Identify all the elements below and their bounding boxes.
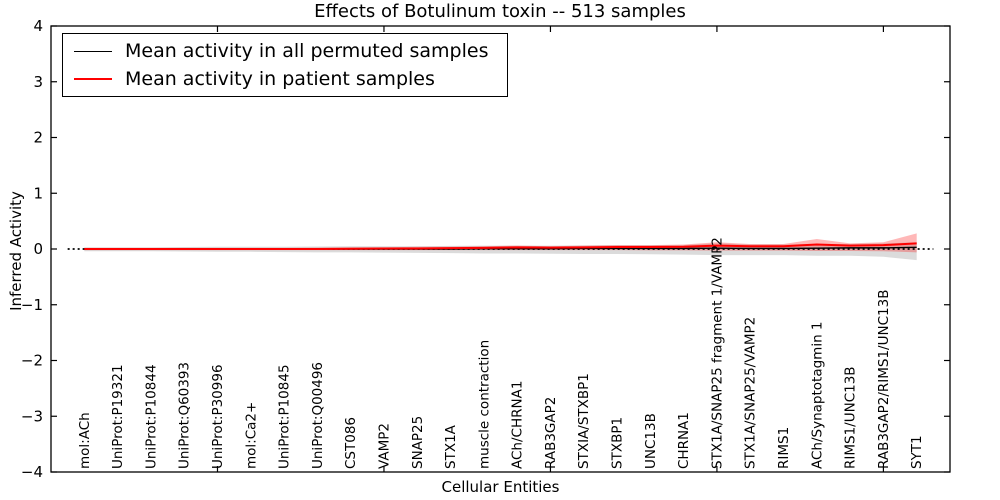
y-tick-label: −2 <box>21 352 43 370</box>
legend-line-sample-red <box>74 77 112 80</box>
legend-line-sample-black <box>74 50 112 52</box>
series-line-patient <box>84 242 917 250</box>
x-category-label: RAB3GAP2/RIMS1/UNC13B <box>876 290 892 469</box>
legend-label: Mean activity in all permuted samples <box>125 40 489 63</box>
x-category-label: RIMS1 <box>776 427 792 469</box>
x-axis-label: Cellular Entities <box>441 478 560 496</box>
x-category-label: UniProt:P10845 <box>277 364 293 469</box>
y-tick-label: 2 <box>33 129 43 147</box>
x-category-label: VAMP2 <box>376 423 392 469</box>
x-category-label: CHRNA1 <box>676 412 692 469</box>
x-category-label: STXBP1 <box>610 417 626 469</box>
x-category-label: UniProt:P19321 <box>110 364 126 469</box>
legend-item-patient: Mean activity in patient samples <box>63 66 507 92</box>
x-category-label: UniProt:Q60393 <box>177 362 193 469</box>
x-category-label: ACh/Synaptotagmin 1 <box>809 321 825 469</box>
x-category-label: mol:Ca2+ <box>243 402 259 469</box>
x-category-label: STX1A/SNAP25 fragment 1/VAMP2 <box>709 237 725 469</box>
y-axis-label: Inferred Activity <box>7 191 25 311</box>
y-tick-label: −1 <box>21 296 43 314</box>
y-tick-label: 4 <box>33 17 43 35</box>
x-category-label: ACh/CHRNA1 <box>510 381 526 469</box>
x-category-label: muscle contraction <box>476 340 492 469</box>
x-category-label: mol:ACh <box>77 412 93 469</box>
legend-label: Mean activity in patient samples <box>125 67 435 90</box>
x-category-label: STXIA/STXBP1 <box>576 373 592 469</box>
legend-box: Mean activity in all permuted samples Me… <box>62 33 508 97</box>
y-tick-label: 0 <box>33 240 43 258</box>
y-tick-label: 1 <box>33 184 43 202</box>
x-category-label: UNC13B <box>643 413 659 469</box>
x-category-label: STX1A/SNAP25/VAMP2 <box>743 317 759 469</box>
x-category-label: CST086 <box>343 417 359 469</box>
y-tick-label: −4 <box>21 463 43 481</box>
y-tick-label: −3 <box>21 407 43 425</box>
x-category-label: RAB3GAP2 <box>543 397 559 469</box>
x-category-label: STX1A <box>443 424 459 469</box>
x-category-label: SNAP25 <box>410 416 426 469</box>
x-category-label: UniProt:P30996 <box>210 364 226 469</box>
legend-item-permuted: Mean activity in all permuted samples <box>63 38 507 64</box>
chart-title: Effects of Botulinum toxin -- 513 sample… <box>314 1 686 22</box>
x-category-label: SYT1 <box>909 435 925 469</box>
x-category-label: UniProt:P10844 <box>143 364 159 469</box>
x-category-label: RIMS1/UNC13B <box>843 366 859 469</box>
x-category-label: UniProt:Q00496 <box>310 362 326 469</box>
y-tick-label: 3 <box>33 73 43 91</box>
